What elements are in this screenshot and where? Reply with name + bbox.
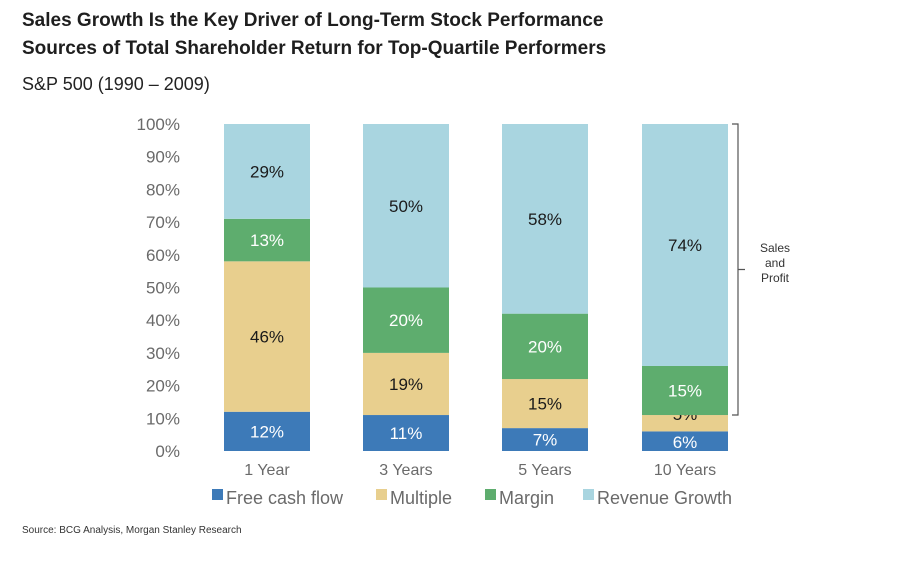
- bracket-label: and: [765, 256, 785, 270]
- chart-subtitle: S&P 500 (1990 – 2009): [22, 74, 210, 94]
- y-tick-label: 10%: [146, 409, 180, 428]
- legend-swatch: [376, 489, 387, 500]
- data-label: 13%: [250, 231, 284, 250]
- data-label: 15%: [668, 382, 702, 401]
- bar-segment: [363, 287, 449, 353]
- data-label: 15%: [528, 395, 562, 414]
- legend-label: Margin: [499, 488, 554, 508]
- source-note: Source: BCG Analysis, Morgan Stanley Res…: [22, 525, 242, 536]
- y-tick-label: 90%: [146, 148, 180, 167]
- bar-segment: [224, 411, 310, 451]
- bar-segment: [363, 124, 449, 288]
- data-label: 11%: [390, 424, 423, 443]
- data-label: 7%: [533, 431, 558, 450]
- x-tick-label: 1 Year: [244, 462, 290, 479]
- legend-label: Multiple: [390, 488, 452, 508]
- data-label: 74%: [668, 236, 702, 255]
- sales-profit-bracket: [732, 123, 745, 416]
- y-tick-label: 70%: [146, 213, 180, 232]
- y-tick-label: 80%: [146, 180, 180, 199]
- bar-segment: [642, 431, 728, 451]
- y-tick-label: 0%: [155, 442, 180, 461]
- legend-label: Revenue Growth: [597, 488, 732, 508]
- bar-segment: [224, 218, 310, 262]
- bar-segment: [642, 365, 728, 416]
- data-label: 12%: [250, 422, 284, 441]
- bar-segment: [363, 415, 449, 451]
- data-label: 50%: [389, 197, 423, 216]
- y-tick-label: 20%: [146, 377, 180, 396]
- bar-segment: [502, 313, 588, 380]
- data-label: 29%: [250, 162, 284, 181]
- data-label: 19%: [389, 375, 423, 394]
- x-tick-label: 3 Years: [379, 462, 432, 479]
- data-label: 46%: [250, 328, 284, 347]
- data-label: 6%: [673, 433, 698, 452]
- chart-title-line2: Sources of Total Shareholder Return for …: [22, 38, 607, 59]
- chart-title: Sales Growth Is the Key Driver of Long-T…: [22, 10, 604, 31]
- y-tick-label: 60%: [146, 246, 180, 265]
- legend-swatch: [485, 489, 496, 500]
- bar-segment: [224, 124, 310, 219]
- y-tick-label: 40%: [146, 311, 180, 330]
- bar-segment: [363, 352, 449, 416]
- legend-swatch: [583, 489, 594, 500]
- bar-segment: [642, 415, 728, 432]
- bar-segment: [502, 379, 588, 429]
- bracket-label: Profit: [761, 271, 790, 285]
- y-tick-label: 100%: [137, 115, 180, 134]
- data-label: 20%: [528, 337, 562, 356]
- x-tick-label: 10 Years: [654, 462, 716, 479]
- y-tick-label: 30%: [146, 344, 180, 363]
- legend-label: Free cash flow: [226, 488, 344, 508]
- x-tick-label: 5 Years: [518, 462, 571, 479]
- y-tick-label: 50%: [146, 279, 180, 298]
- data-label: 58%: [528, 210, 562, 229]
- data-label: 20%: [389, 311, 423, 330]
- bar-segment: [502, 124, 588, 314]
- bracket-label: Sales: [760, 241, 790, 255]
- bar-segment: [224, 261, 310, 412]
- bar-segment: [642, 124, 728, 366]
- bar-segment: [502, 428, 588, 451]
- legend-swatch: [212, 489, 223, 500]
